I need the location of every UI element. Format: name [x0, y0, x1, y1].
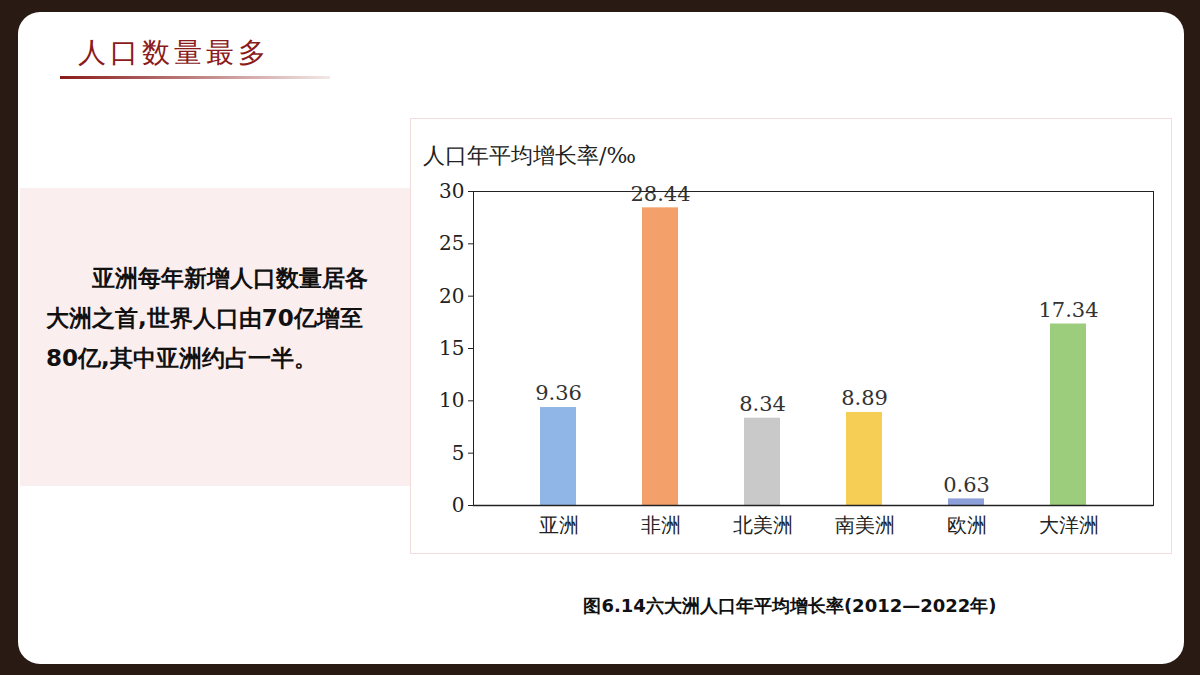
svg-text:15: 15 — [439, 336, 464, 360]
svg-text:8.34: 8.34 — [739, 392, 786, 416]
svg-text:10: 10 — [439, 388, 464, 412]
svg-text:28.44: 28.44 — [630, 182, 690, 206]
svg-text:亚洲: 亚洲 — [539, 513, 579, 537]
html-text:人口数量最多: 人口数量最多 — [78, 36, 270, 69]
svg-text:南美洲: 南美洲 — [835, 513, 895, 537]
svg-text:0: 0 — [452, 493, 465, 517]
svg-text:5: 5 — [452, 441, 465, 465]
svg-text:北美洲: 北美洲 — [733, 513, 793, 537]
svg-text:0.63: 0.63 — [943, 473, 990, 497]
svg-text:25: 25 — [439, 231, 464, 255]
svg-text:8.89: 8.89 — [841, 386, 888, 410]
svg-text:17.34: 17.34 — [1038, 298, 1098, 322]
svg-text:9.36: 9.36 — [535, 381, 582, 405]
html-text:人口年平均增长率/‰: 人口年平均增长率/‰ — [423, 143, 636, 168]
html-text:亚洲每年新增人口数量居各大洲之首,世界人口由70亿增至80亿: 亚洲每年新增人口数量居各大洲之首,世界人口由70亿增至80亿,其中亚洲约占一半。 — [46, 265, 368, 371]
svg-text:欧洲: 欧洲 — [947, 513, 987, 537]
svg-text:非洲: 非洲 — [641, 513, 681, 537]
html-text:图6.14六大洲人口年平均增长率(2012—2022年): 图6.14六大洲人口年平均增长率(2012—2022年) — [583, 595, 997, 616]
svg-text:大洋洲: 大洋洲 — [1039, 513, 1099, 537]
svg-text:20: 20 — [439, 284, 464, 308]
svg-text:30: 30 — [439, 179, 464, 203]
